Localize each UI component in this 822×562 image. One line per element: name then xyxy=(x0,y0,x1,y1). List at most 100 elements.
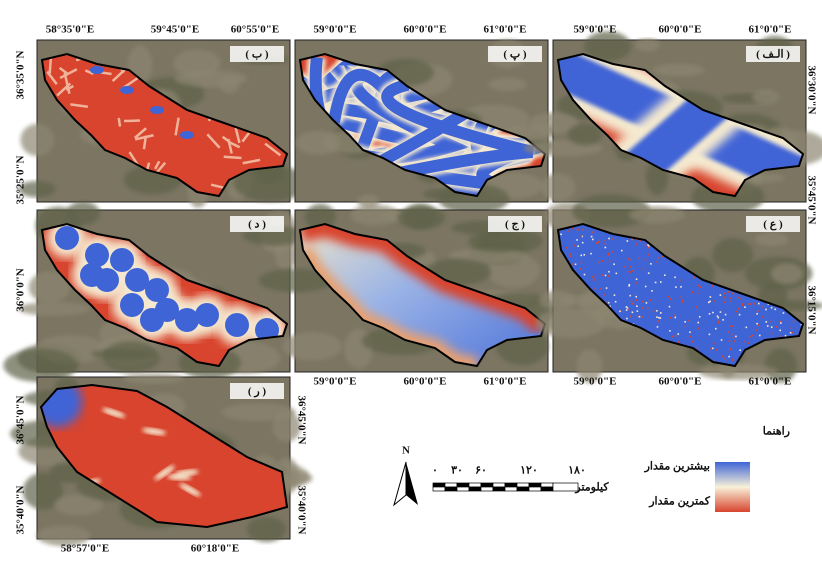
speck xyxy=(720,311,722,313)
speck xyxy=(619,311,621,313)
speck xyxy=(635,296,637,298)
speck xyxy=(729,325,731,327)
speck xyxy=(566,247,568,249)
speck xyxy=(658,317,660,319)
speck xyxy=(727,331,729,333)
segment xyxy=(457,487,469,491)
speck xyxy=(577,245,579,247)
speck xyxy=(600,288,602,290)
speck xyxy=(717,315,719,317)
segment xyxy=(541,483,553,487)
speck xyxy=(757,310,759,312)
speck xyxy=(783,312,785,314)
speck xyxy=(692,291,694,293)
speck xyxy=(735,311,737,313)
speck xyxy=(730,300,732,302)
speck xyxy=(648,272,650,274)
speck xyxy=(635,282,637,284)
map-panel: ( د ) xyxy=(3,201,307,382)
speck xyxy=(653,310,655,312)
speck xyxy=(780,321,782,323)
speck xyxy=(669,306,671,308)
speck xyxy=(660,281,662,283)
speck xyxy=(717,317,719,319)
speck xyxy=(594,288,596,290)
speck xyxy=(765,321,767,323)
top-axis-label: 58°35'0"E xyxy=(46,24,94,36)
speck xyxy=(609,260,611,262)
speck xyxy=(724,301,726,303)
panel-label: ( الـف ) xyxy=(756,49,790,61)
speck xyxy=(670,317,672,319)
speck xyxy=(648,254,650,256)
speck xyxy=(742,303,744,305)
map-panel: ( الـف ) xyxy=(524,31,822,214)
speck xyxy=(724,293,726,295)
speck xyxy=(759,335,761,337)
blob xyxy=(180,131,194,139)
speck xyxy=(729,297,731,299)
top-axis-label: 59°0'0"E xyxy=(574,24,617,36)
speck xyxy=(730,348,732,350)
speck xyxy=(646,302,648,304)
speck xyxy=(628,285,630,287)
terrain-patch xyxy=(539,290,575,310)
speck xyxy=(744,341,746,343)
speck xyxy=(576,239,578,241)
segment xyxy=(469,483,481,487)
speck xyxy=(657,257,659,259)
segment xyxy=(457,483,469,487)
speck xyxy=(628,258,630,260)
speck xyxy=(758,303,760,305)
patch xyxy=(85,243,109,267)
speck xyxy=(601,274,603,276)
speck xyxy=(785,335,787,337)
speck xyxy=(674,277,676,279)
speck xyxy=(729,340,731,342)
speck xyxy=(592,276,594,278)
middle-axis-label: 59°0'0"E xyxy=(314,376,357,388)
speck xyxy=(647,307,649,309)
speck xyxy=(630,271,632,273)
panel-label: ( ب ) xyxy=(245,49,269,61)
speck xyxy=(715,328,717,330)
speck xyxy=(735,336,737,338)
speck xyxy=(592,239,594,241)
speck xyxy=(614,294,616,296)
speck xyxy=(603,294,605,296)
top-axis-label: 61°0'0"E xyxy=(749,24,792,36)
segment xyxy=(469,487,481,491)
speck xyxy=(645,286,647,288)
terrain-patch xyxy=(755,232,788,246)
scale-tick: ۱۲۰ xyxy=(520,465,538,477)
segment xyxy=(481,483,493,487)
top-axis-label: 61°0'0"E xyxy=(484,24,527,36)
patch xyxy=(175,308,199,332)
speck xyxy=(732,293,734,295)
speck xyxy=(765,309,767,311)
segment xyxy=(505,487,517,491)
terrain-patch xyxy=(350,205,400,226)
speck xyxy=(577,229,579,231)
speck xyxy=(677,333,679,335)
speck xyxy=(721,355,723,357)
segment xyxy=(445,483,457,487)
speck xyxy=(630,259,632,261)
speck xyxy=(728,356,730,358)
speck xyxy=(623,266,625,268)
speck xyxy=(738,308,740,310)
speck xyxy=(656,310,658,312)
speck xyxy=(770,321,772,323)
terrain-patch xyxy=(123,374,184,385)
speck xyxy=(750,303,752,305)
scale-unit: کیلومتر xyxy=(574,482,609,494)
speck xyxy=(655,282,657,284)
speck xyxy=(631,300,633,302)
speck xyxy=(604,243,606,245)
speck xyxy=(641,316,643,318)
patch xyxy=(225,313,249,337)
blob xyxy=(150,106,164,114)
